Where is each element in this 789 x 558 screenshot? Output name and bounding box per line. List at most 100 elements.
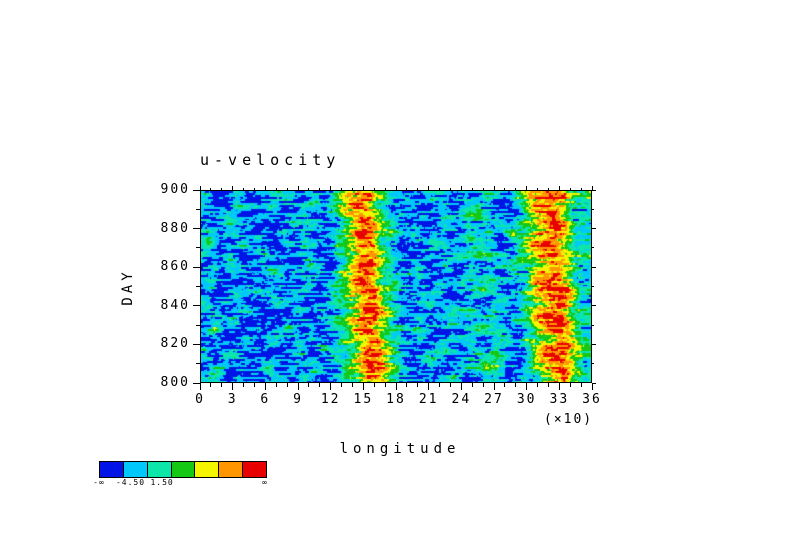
x-tick-label: 3 (227, 392, 238, 407)
y-tick (196, 247, 200, 249)
x-tick (493, 383, 495, 390)
y-tick (196, 324, 200, 326)
y-tick (592, 286, 594, 287)
y-tick (193, 382, 200, 384)
y-tick (592, 208, 594, 210)
x-tick-label: 30 (516, 392, 537, 407)
x-axis-title: longitude (339, 441, 461, 457)
x-tick (580, 383, 582, 387)
plot-title: u-velocity (200, 151, 341, 169)
x-tick-label: 12 (320, 392, 341, 407)
x-tick-label: 9 (293, 392, 303, 407)
x-tick (199, 186, 201, 190)
x-tick (253, 188, 255, 190)
colorbar-segment (243, 462, 267, 477)
colorbar-tick-label: 1.50 (150, 478, 174, 487)
x-tick (341, 188, 343, 190)
x-tick (569, 383, 571, 387)
x-tick (210, 383, 212, 387)
x-tick (515, 188, 517, 190)
x-tick (460, 186, 462, 190)
x-tick-label: 21 (418, 392, 439, 407)
x-tick (547, 383, 549, 387)
x-tick (471, 383, 473, 387)
x-tick (319, 188, 321, 190)
colorbar-segment (219, 462, 244, 477)
colorbar-segment (171, 462, 196, 477)
colorbar-tick-label: -4.50 (115, 478, 146, 487)
y-tick (592, 305, 596, 307)
y-tick (196, 363, 200, 365)
y-tick-label: 800 (160, 375, 190, 390)
x-tick-label: 36 (582, 392, 602, 407)
x-tick (384, 383, 386, 387)
x-tick (308, 383, 310, 387)
colorbar-tick-label: ∞ (262, 478, 268, 487)
x-tick-label: 15 (353, 392, 374, 407)
x-tick (537, 188, 539, 190)
colorbar-segment (123, 462, 148, 477)
y-tick (592, 228, 596, 230)
x-tick (515, 383, 517, 387)
x-tick (428, 383, 430, 390)
x-tick (569, 188, 571, 190)
x-tick-label: 18 (386, 392, 406, 407)
y-tick (592, 363, 594, 365)
x-tick (253, 383, 255, 387)
x-tick (286, 188, 288, 190)
x-tick-label: 33 (549, 392, 570, 407)
x-tick (482, 188, 484, 190)
y-tick-label: 880 (160, 220, 190, 236)
x-tick (406, 383, 408, 387)
x-tick (297, 383, 299, 390)
y-tick-label: 840 (160, 297, 190, 313)
x-tick (319, 383, 321, 387)
x-tick (232, 186, 234, 190)
y-tick (592, 247, 594, 249)
x-tick (395, 383, 397, 390)
x-tick (417, 383, 419, 387)
heatmap-canvas (201, 191, 591, 382)
x-tick (297, 186, 299, 190)
x-tick (439, 188, 441, 190)
x-tick (558, 383, 560, 390)
x-tick (362, 186, 364, 190)
x-tick (428, 186, 430, 190)
colorbar-segment (195, 462, 220, 477)
y-tick-label: 820 (160, 336, 190, 352)
x-tick (449, 188, 451, 190)
x-tick (373, 188, 375, 190)
x-tick (439, 383, 441, 387)
x-tick (264, 383, 266, 390)
x-tick (591, 383, 593, 390)
x-tick (232, 383, 234, 390)
y-tick (193, 305, 200, 307)
x-tick (537, 383, 539, 387)
y-tick (193, 266, 200, 268)
x-tick (449, 383, 451, 387)
x-tick (526, 186, 528, 190)
y-tick-label: 860 (160, 259, 190, 275)
colorbar-segment (147, 462, 172, 477)
x-tick (243, 188, 245, 190)
y-tick (592, 324, 594, 326)
x-tick (210, 188, 212, 190)
x-tick (406, 188, 408, 190)
y-axis-title: DAY (120, 268, 136, 306)
x-tick (330, 383, 332, 390)
x-tick (199, 383, 201, 390)
y-tick (196, 286, 200, 287)
x-tick (275, 188, 277, 190)
x-tick (384, 188, 386, 190)
x-tick-label: 6 (260, 392, 271, 407)
x-tick (471, 188, 473, 190)
x-tick (493, 186, 495, 190)
x-tick (330, 186, 332, 190)
x-tick (351, 188, 353, 190)
x-scale-note: (×10) (544, 412, 594, 427)
plot-frame (200, 190, 592, 383)
x-tick (482, 383, 484, 387)
y-tick (193, 228, 200, 230)
x-tick (243, 383, 245, 387)
